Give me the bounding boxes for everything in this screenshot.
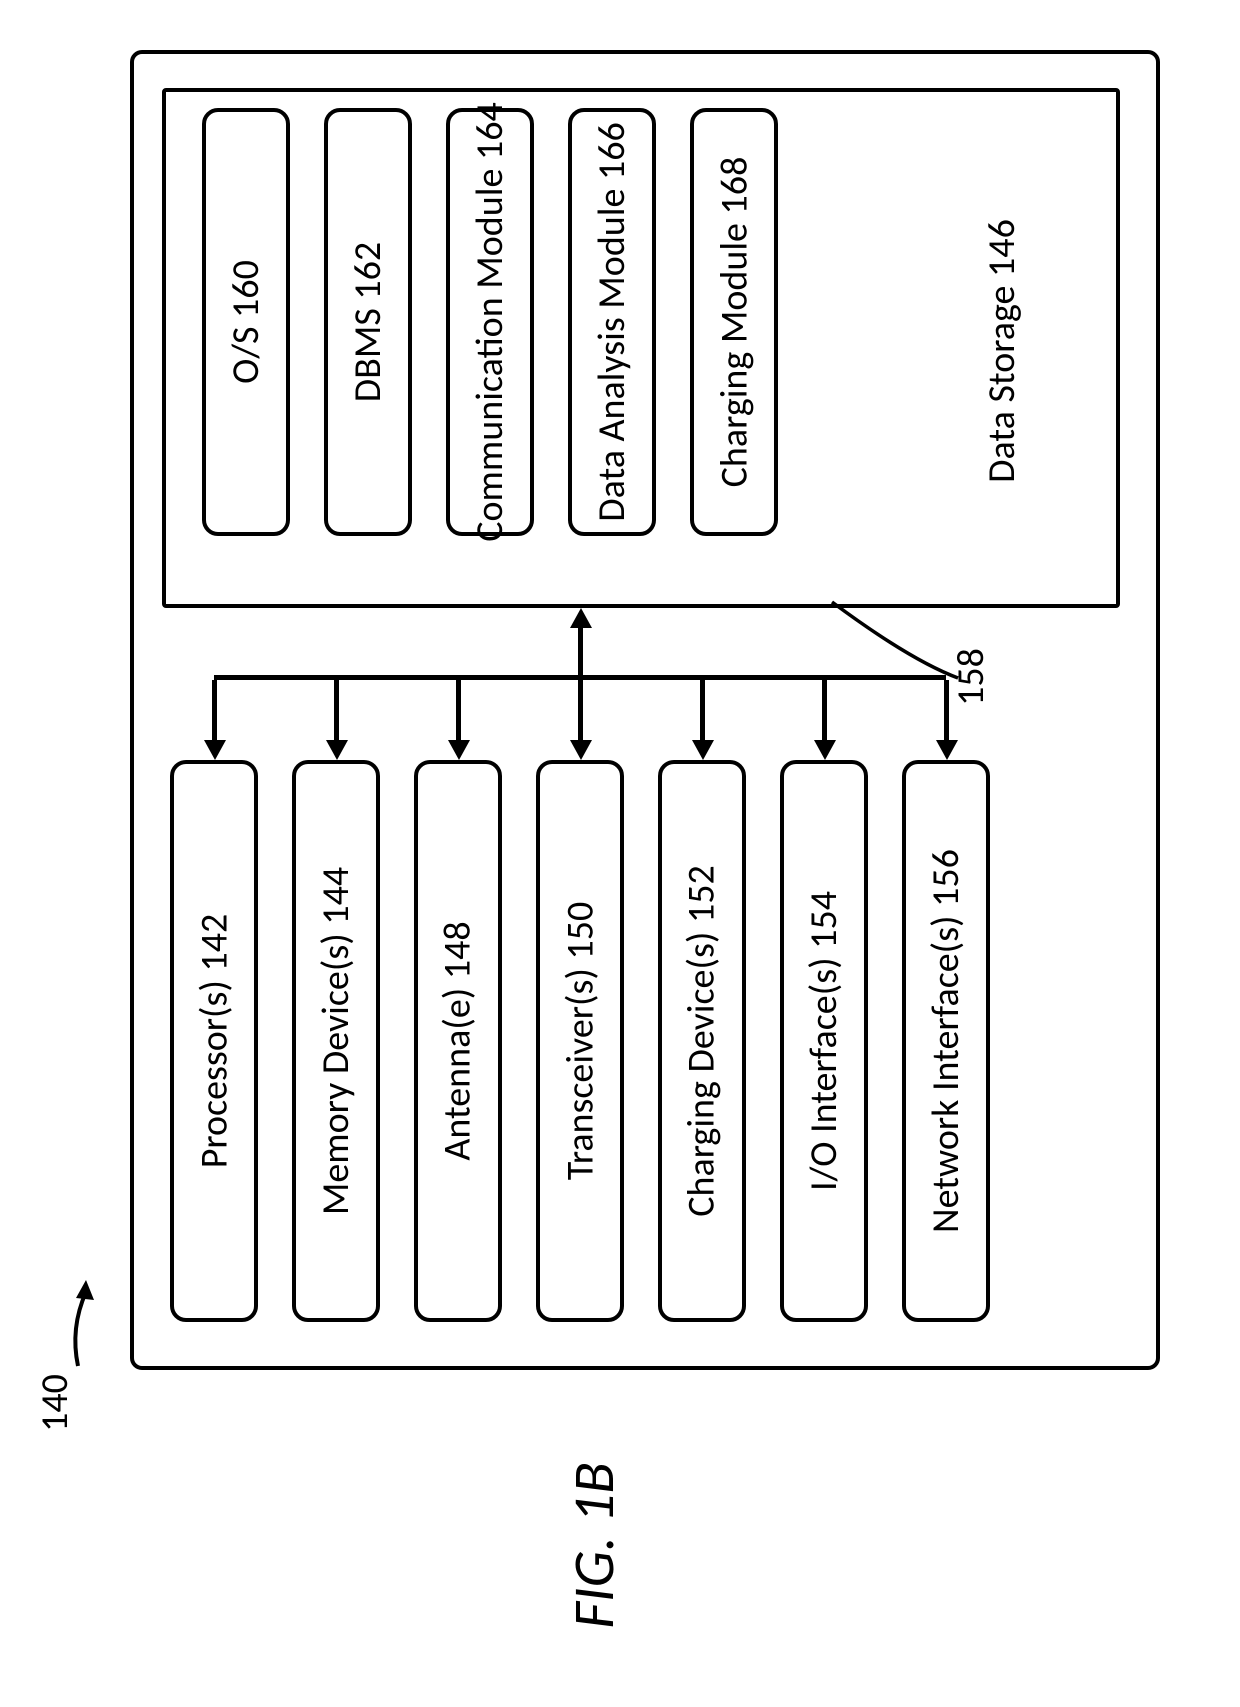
diagram-canvas: 140 Processor(s) 142 Memory Device(s) 14…	[0, 0, 1240, 1707]
figure-label: FIG. 1B	[558, 1462, 629, 1629]
io-interface-box: I/O Interface(s) 154	[780, 760, 868, 1322]
arrow-down-icon	[204, 740, 226, 760]
bus-branch-1	[334, 680, 339, 744]
bus-branch-5	[822, 680, 827, 744]
arrow-down-icon	[814, 740, 836, 760]
transceiver-label: Transceiver(s) 150	[557, 902, 603, 1181]
arrow-down-icon	[326, 740, 348, 760]
charging-module-label: Charging Module 168	[711, 157, 757, 488]
os-module-box: O/S 160	[202, 108, 290, 536]
charging-device-label: Charging Device(s) 152	[679, 865, 725, 1216]
data-analysis-module-label: Data Analysis Module 166	[589, 122, 635, 522]
arrow-down-icon	[448, 740, 470, 760]
antenna-box: Antenna(e) 148	[414, 760, 502, 1322]
diagram-ref-number: 140	[32, 1374, 78, 1432]
antenna-label: Antenna(e) 148	[435, 921, 481, 1160]
bus-branch-4	[700, 680, 705, 744]
processor-box: Processor(s) 142	[170, 760, 258, 1322]
processor-label: Processor(s) 142	[191, 914, 237, 1169]
charging-module-box: Charging Module 168	[690, 108, 778, 536]
arrow-down-icon	[570, 740, 592, 760]
bus-branch-2	[456, 680, 461, 744]
comm-module-label: Communication Module 164	[467, 102, 513, 542]
dbms-module-box: DBMS 162	[324, 108, 412, 536]
os-module-label: O/S 160	[223, 260, 269, 384]
bus-storage-connector	[578, 624, 583, 679]
io-interface-label: I/O Interface(s) 154	[801, 891, 847, 1191]
arrow-down-icon	[692, 740, 714, 760]
memory-box: Memory Device(s) 144	[292, 760, 380, 1322]
arrow-down-icon	[936, 740, 958, 760]
memory-label: Memory Device(s) 144	[313, 867, 359, 1215]
transceiver-box: Transceiver(s) 150	[536, 760, 624, 1322]
bus-ref-leader	[830, 600, 960, 680]
comm-module-box: Communication Module 164	[446, 108, 534, 536]
data-storage-label: Data Storage 146	[979, 219, 1025, 483]
ref-arrow-icon	[58, 1278, 98, 1368]
data-analysis-module-box: Data Analysis Module 166	[568, 108, 656, 536]
bus-ref-number: 158	[948, 648, 994, 706]
charging-device-box: Charging Device(s) 152	[658, 760, 746, 1322]
bus-branch-3	[578, 680, 583, 744]
network-interface-label: Network Interface(s) 156	[923, 849, 969, 1233]
arrow-up-icon	[570, 608, 592, 628]
bus-branch-0	[212, 680, 217, 744]
network-interface-box: Network Interface(s) 156	[902, 760, 990, 1322]
dbms-module-label: DBMS 162	[345, 242, 391, 402]
